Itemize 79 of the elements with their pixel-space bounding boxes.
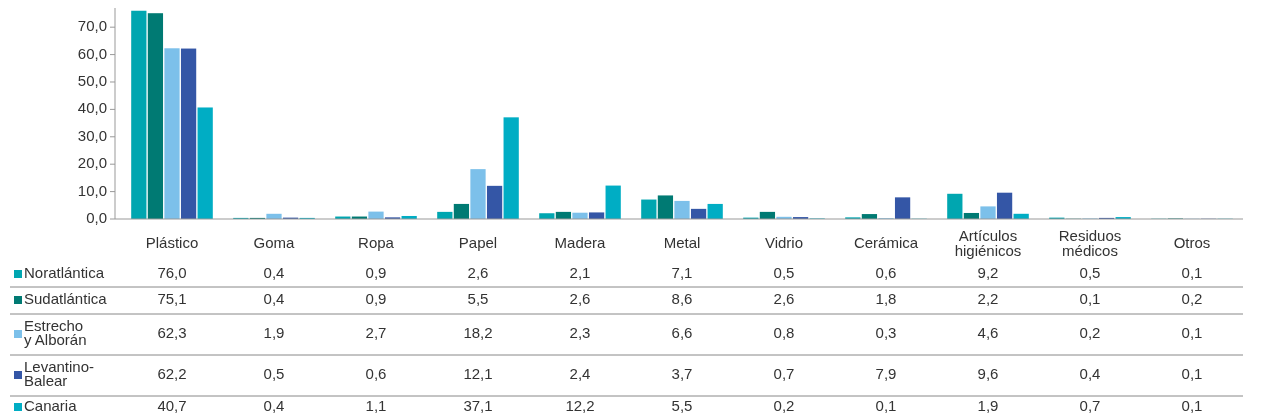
data-label: 6,6 bbox=[671, 323, 693, 341]
data-label: 12,2 bbox=[565, 396, 595, 414]
data-label: 0,2 bbox=[1079, 323, 1101, 341]
data-label: 2,6 bbox=[773, 289, 795, 307]
data-label: 0,1 bbox=[1181, 263, 1203, 281]
x-tick-label: Artículos higiénicos bbox=[954, 226, 1022, 259]
x-tick-label: Madera bbox=[554, 233, 607, 251]
data-label: 0,5 bbox=[773, 263, 795, 281]
data-label: 0,1 bbox=[1181, 323, 1203, 341]
data-label: 2,6 bbox=[569, 289, 591, 307]
data-label: 3,7 bbox=[671, 364, 693, 382]
data-label: 0,9 bbox=[365, 289, 387, 307]
x-tick-label: Residuos médicos bbox=[1058, 226, 1122, 259]
data-label: 0,5 bbox=[263, 364, 285, 382]
data-label: 1,9 bbox=[263, 323, 285, 341]
x-tick-label: Ropa bbox=[358, 233, 395, 251]
data-label: 0,6 bbox=[875, 263, 897, 281]
x-tick-label: Metal bbox=[663, 233, 701, 251]
y-tick-label: 30,0 bbox=[77, 126, 107, 144]
data-label: 12,1 bbox=[463, 364, 493, 382]
data-label: 0,4 bbox=[1079, 364, 1101, 382]
data-label: 0,7 bbox=[1079, 396, 1101, 414]
x-tick-label: Cerámica bbox=[853, 233, 919, 251]
data-label: 1,9 bbox=[977, 396, 999, 414]
data-label: 2,4 bbox=[569, 364, 591, 382]
data-label: 2,3 bbox=[569, 323, 591, 341]
data-label: 0,8 bbox=[773, 323, 795, 341]
data-label: 0,6 bbox=[365, 364, 387, 382]
legend-label: Canaria bbox=[24, 396, 78, 414]
data-label: 2,7 bbox=[365, 323, 387, 341]
data-label: 7,9 bbox=[875, 364, 897, 382]
data-label: 0,4 bbox=[263, 396, 285, 414]
legend-label: Estrecho y Alborán bbox=[24, 316, 87, 348]
data-label: 37,1 bbox=[463, 396, 493, 414]
data-label: 18,2 bbox=[463, 323, 493, 341]
data-label: 0,1 bbox=[1079, 289, 1101, 307]
data-label: 40,7 bbox=[157, 396, 187, 414]
data-label: 5,5 bbox=[671, 396, 693, 414]
data-label: 5,5 bbox=[467, 289, 489, 307]
data-label: 2,2 bbox=[977, 289, 999, 307]
y-tick-label: 10,0 bbox=[77, 181, 107, 199]
data-label: 62,2 bbox=[157, 364, 187, 382]
legend-label: Sudatlántica bbox=[24, 289, 108, 307]
x-tick-label: Vidrio bbox=[764, 233, 804, 251]
data-label: 2,1 bbox=[569, 263, 591, 281]
data-label: 7,1 bbox=[671, 263, 693, 281]
x-tick-label: Plástico bbox=[145, 233, 199, 251]
y-tick-label: 60,0 bbox=[77, 44, 107, 62]
legend-label: Noratlántica bbox=[24, 263, 105, 281]
data-label: 0,4 bbox=[263, 263, 285, 281]
data-label: 1,8 bbox=[875, 289, 897, 307]
x-tick-label: Otros bbox=[1173, 233, 1211, 251]
x-tick-label: Goma bbox=[253, 233, 296, 251]
data-label: 8,6 bbox=[671, 289, 693, 307]
legend-label: Levantino- Balear bbox=[24, 357, 95, 389]
x-tick-label: Papel bbox=[458, 233, 498, 251]
y-tick-label: 0,0 bbox=[86, 208, 107, 226]
data-label: 76,0 bbox=[157, 263, 187, 281]
data-label: 0,4 bbox=[263, 289, 285, 307]
data-label: 0,3 bbox=[875, 323, 897, 341]
y-tick-label: 70,0 bbox=[77, 17, 107, 35]
data-label: 0,2 bbox=[773, 396, 795, 414]
data-label: 75,1 bbox=[157, 289, 187, 307]
data-label: 2,6 bbox=[467, 263, 489, 281]
data-label: 0,9 bbox=[365, 263, 387, 281]
y-tick-label: 20,0 bbox=[77, 154, 107, 172]
data-label: 0,1 bbox=[1181, 396, 1203, 414]
data-label: 0,1 bbox=[1181, 364, 1203, 382]
data-label: 9,6 bbox=[977, 364, 999, 382]
data-label: 0,1 bbox=[875, 396, 897, 414]
data-label: 0,5 bbox=[1079, 263, 1101, 281]
data-label: 9,2 bbox=[977, 263, 999, 281]
y-tick-label: 50,0 bbox=[77, 71, 107, 89]
data-label: 4,6 bbox=[977, 323, 999, 341]
data-label: 0,2 bbox=[1181, 289, 1203, 307]
data-label: 0,7 bbox=[773, 364, 795, 382]
y-tick-label: 40,0 bbox=[77, 99, 107, 117]
data-label: 1,1 bbox=[365, 396, 387, 414]
data-label: 62,3 bbox=[157, 323, 187, 341]
